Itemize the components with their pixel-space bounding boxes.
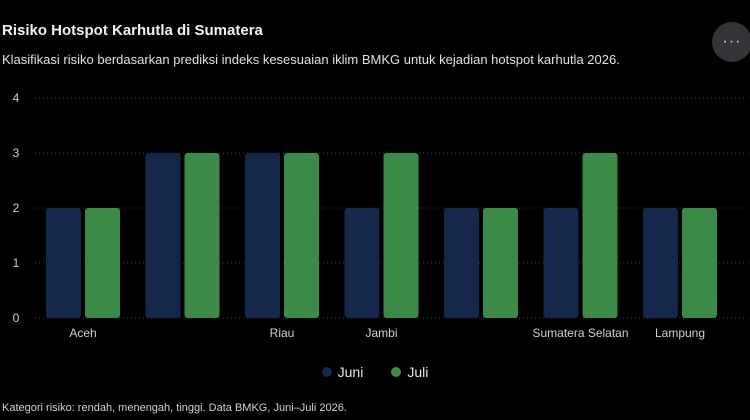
bar-juni-0[interactable] [46, 208, 81, 318]
legend-swatch-juli [391, 367, 402, 377]
legend-label-juli: Juli [407, 364, 429, 380]
more-horizontal-icon: ··· [722, 33, 742, 50]
bar-juni-3[interactable] [344, 208, 380, 318]
bar-juli-4[interactable] [483, 208, 518, 318]
x-tick-label-3: Jambi [365, 326, 397, 340]
y-tick-label-2: 2 [13, 201, 20, 215]
chart-footnote: Kategori risiko: rendah, menengah, tingg… [2, 402, 347, 414]
y-tick-label-1: 1 [13, 256, 20, 270]
x-tick-label-6: Lampung [655, 326, 705, 340]
bar-juni-2[interactable] [245, 153, 280, 318]
bar-juni-1[interactable] [145, 153, 181, 318]
bar-juli-3[interactable] [383, 153, 419, 318]
y-tick-label-3: 3 [13, 146, 20, 160]
chart-subtitle: Klasifikasi risiko berdasarkan prediksi … [2, 52, 620, 67]
legend-item-juni[interactable]: Juni [321, 364, 364, 380]
bar-juni-5[interactable] [543, 208, 579, 318]
y-tick-label-4: 4 [13, 91, 20, 105]
chart-legend: Juni Juli [0, 364, 750, 380]
bar-juli-2[interactable] [284, 153, 319, 318]
x-tick-label-5: Sumatera Selatan [532, 326, 628, 340]
bar-juli-5[interactable] [582, 153, 618, 318]
bar-juni-4[interactable] [444, 208, 479, 318]
bar-juli-6[interactable] [682, 208, 717, 318]
legend-label-juni: Juni [337, 364, 364, 380]
x-tick-label-0: Aceh [69, 326, 96, 340]
chart-title: Risiko Hotspot Karhutla di Sumatera [2, 22, 263, 39]
bar-juli-0[interactable] [85, 208, 120, 318]
y-tick-label-0: 0 [13, 311, 20, 325]
legend-item-juli[interactable]: Juli [391, 364, 428, 380]
bar-juli-1[interactable] [184, 153, 220, 318]
bar-juni-6[interactable] [643, 208, 678, 318]
legend-swatch-juni [321, 367, 332, 377]
x-tick-label-2: Riau [270, 326, 295, 340]
more-options-button[interactable]: ··· [712, 22, 750, 62]
